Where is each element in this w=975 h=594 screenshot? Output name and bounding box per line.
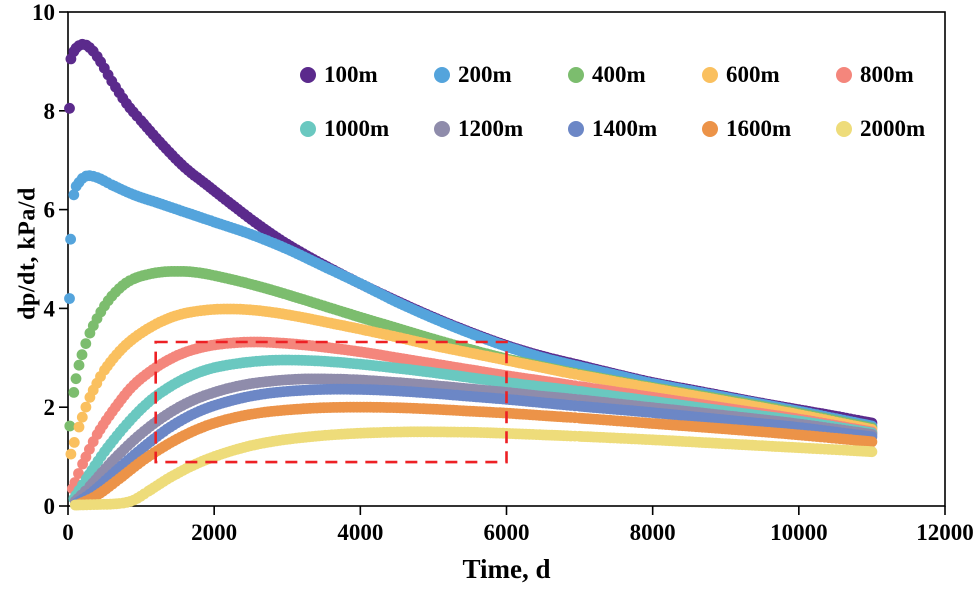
svg-text:10: 10 (32, 0, 55, 25)
svg-text:2000: 2000 (191, 520, 237, 545)
legend-marker-icon (300, 67, 316, 83)
legend-marker-icon (836, 67, 852, 83)
legend-marker-icon (434, 67, 450, 83)
svg-text:0: 0 (44, 494, 56, 519)
legend-marker-icon (702, 67, 718, 83)
legend-marker-icon (434, 121, 450, 137)
legend-item-200m: 200m (434, 60, 568, 90)
legend-item-400m: 400m (568, 60, 702, 90)
svg-text:4: 4 (44, 296, 56, 321)
legend-label: 200m (458, 62, 512, 87)
legend-label: 2000m (860, 116, 926, 141)
svg-text:2: 2 (44, 395, 56, 420)
legend-marker-icon (568, 67, 584, 83)
series-2000m (69, 426, 878, 511)
legend-item-100m: 100m (300, 60, 434, 90)
legend-label: 600m (726, 62, 780, 87)
svg-text:12000: 12000 (916, 520, 974, 545)
legend-marker-icon (300, 121, 316, 137)
svg-text:6000: 6000 (484, 520, 530, 545)
legend-label: 1200m (458, 116, 524, 141)
legend-item-2000m: 2000m (836, 114, 970, 144)
legend-item-1600m: 1600m (702, 114, 836, 144)
svg-text:4000: 4000 (337, 520, 383, 545)
svg-text:8: 8 (44, 99, 56, 124)
legend-label: 1000m (324, 116, 390, 141)
legend-label: 800m (860, 62, 914, 87)
legend-item-1000m: 1000m (300, 114, 434, 144)
svg-text:6: 6 (44, 198, 56, 223)
legend-marker-icon (568, 121, 584, 137)
legend-marker-icon (836, 121, 852, 137)
legend-item-600m: 600m (702, 60, 836, 90)
legend-marker-icon (702, 121, 718, 137)
legend-label: 100m (324, 62, 378, 87)
svg-text:8000: 8000 (630, 520, 676, 545)
legend-item-1400m: 1400m (568, 114, 702, 144)
series-600m (65, 303, 878, 460)
svg-text:10000: 10000 (770, 520, 828, 545)
legend: 100m 200m 400m 600m 800m 1000m 1200m 1400m 1600m… (300, 60, 970, 144)
legend-label: 1600m (726, 116, 792, 141)
x-axis-title: Time, d (462, 554, 551, 584)
legend-item-800m: 800m (836, 60, 970, 90)
y-axis-title: dp/dt, kPa/d (14, 187, 41, 320)
legend-item-1200m: 1200m (434, 114, 568, 144)
legend-label: 1400m (592, 116, 658, 141)
legend-label: 400m (592, 62, 646, 87)
svg-text:0: 0 (62, 520, 74, 545)
